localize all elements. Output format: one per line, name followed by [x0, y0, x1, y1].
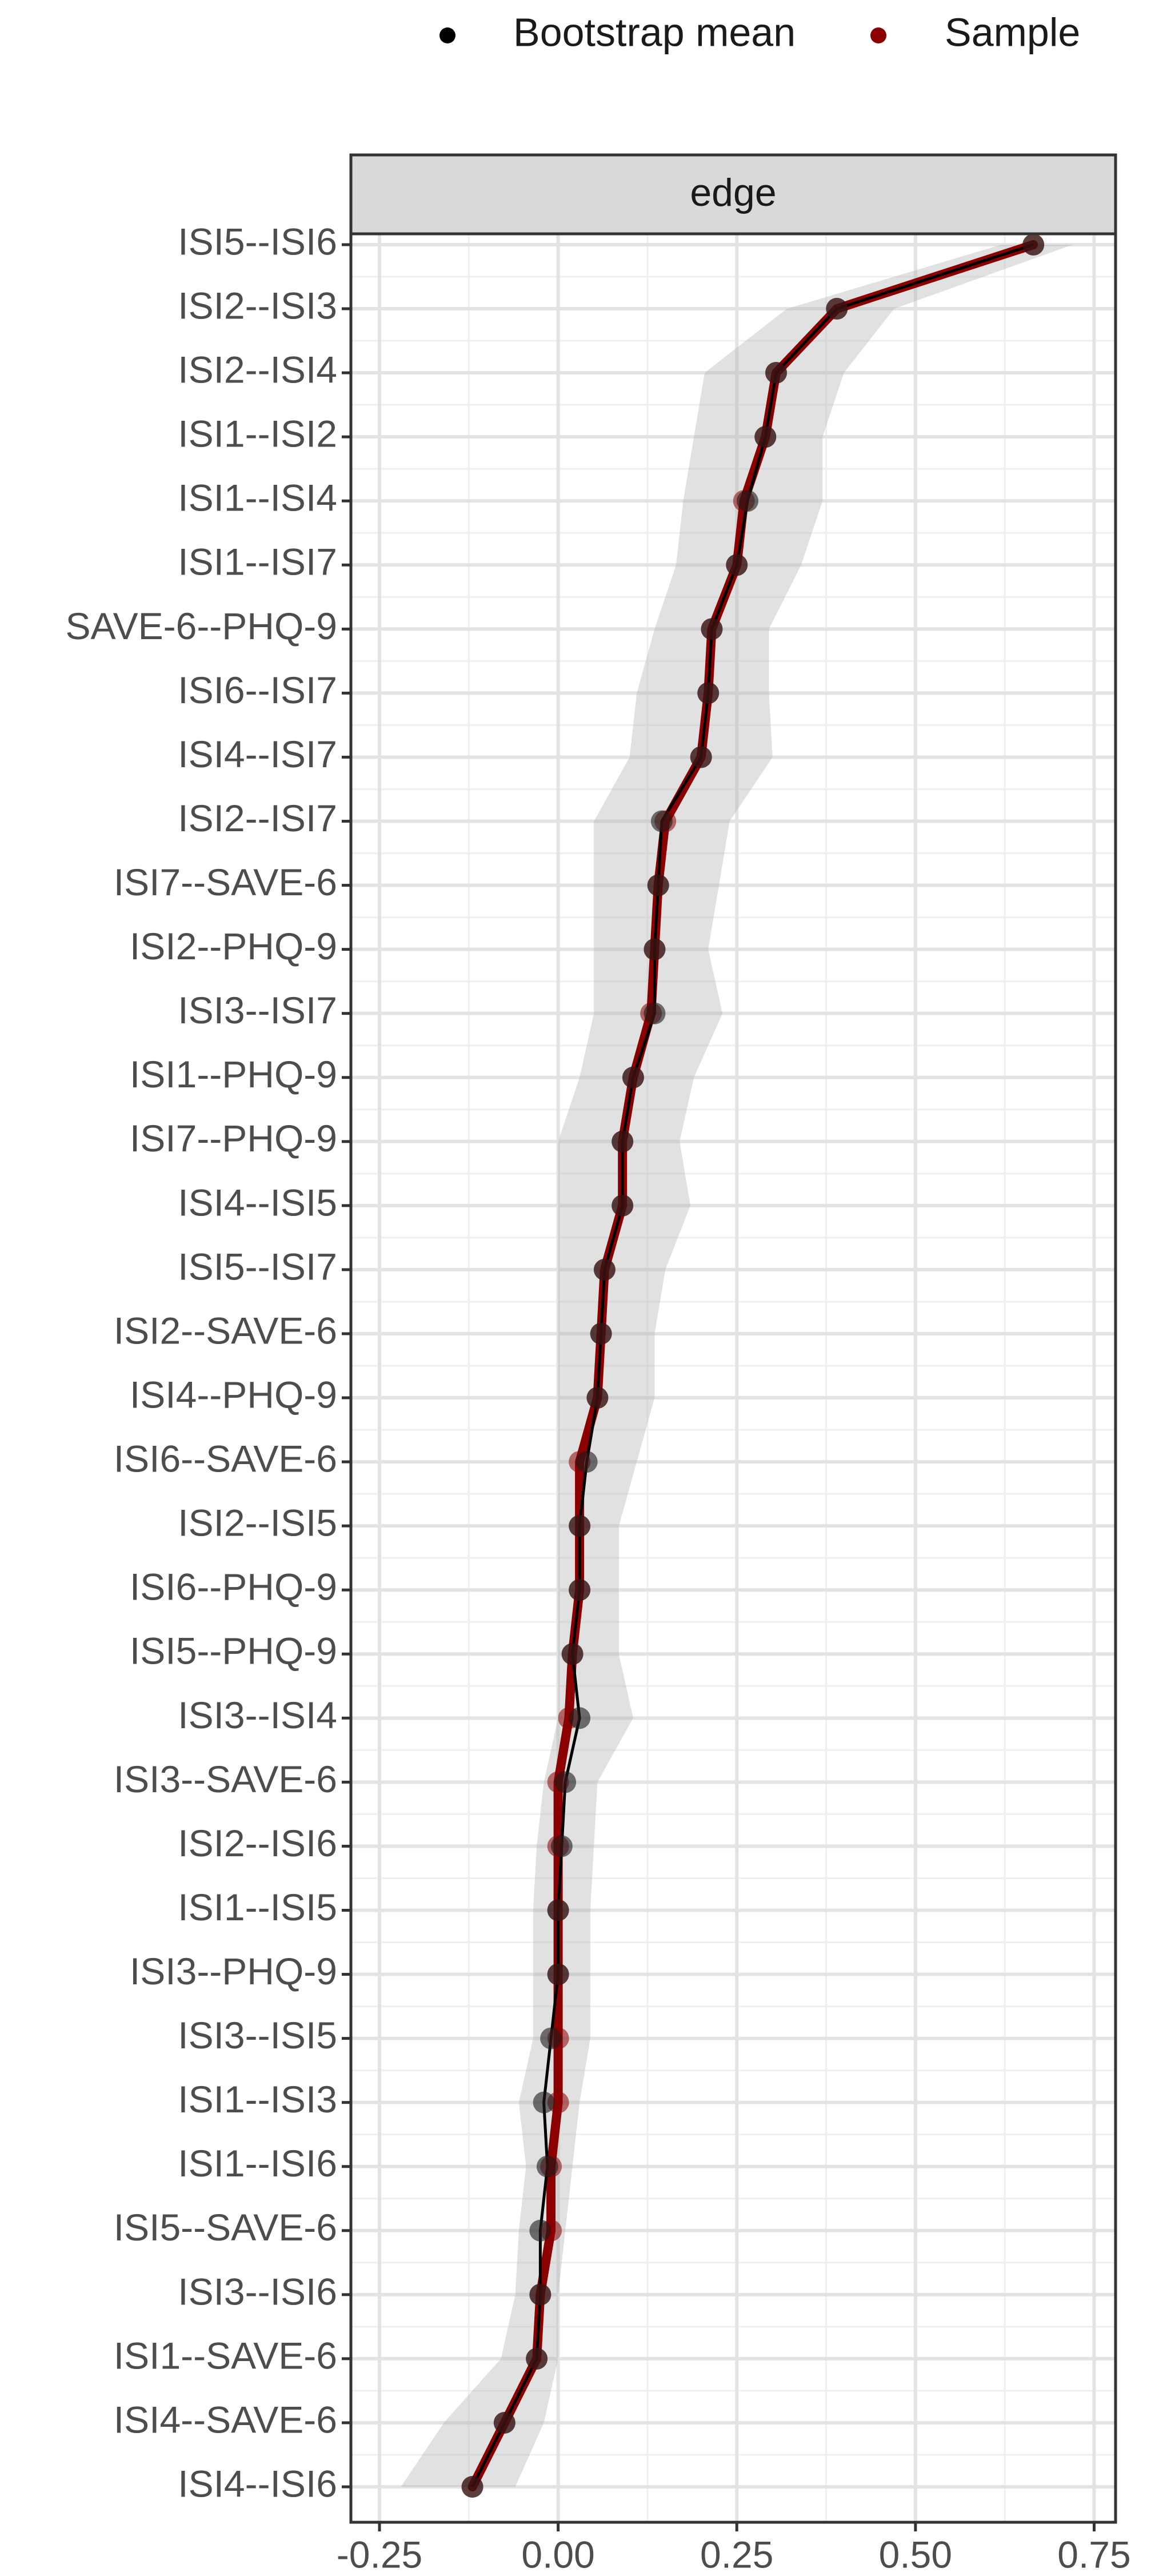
- point-bootstrap-mean: [737, 490, 759, 512]
- confidence-interval-ribbon: [401, 245, 1073, 2487]
- y-tick-label: ISI7--SAVE-6: [114, 861, 337, 903]
- facet-strip-label: edge: [690, 171, 776, 214]
- y-tick-label: ISI4--ISI7: [178, 733, 337, 775]
- point-bootstrap-mean: [561, 1643, 584, 1665]
- y-tick-label: ISI6--ISI7: [178, 669, 337, 711]
- y-tick-label: ISI1--SAVE-6: [114, 2334, 337, 2376]
- point-bootstrap-mean: [586, 1387, 609, 1409]
- x-tick-label: 0.75: [1057, 2533, 1130, 2575]
- point-bootstrap-mean: [575, 1451, 598, 1473]
- point-bootstrap-mean: [569, 1579, 591, 1601]
- x-tick-label: -0.25: [337, 2533, 422, 2575]
- y-tick-label: ISI6--SAVE-6: [114, 1438, 337, 1480]
- point-bootstrap-mean: [690, 746, 712, 768]
- plot-panel-border: [349, 232, 1117, 2524]
- y-axis: ISI5--ISI6 ISI2--ISI3 ISI2--ISI4 ISI1--ISI2…: [65, 220, 351, 2505]
- y-tick-label: SAVE-6--PHQ-9: [65, 605, 337, 647]
- point-bootstrap-mean: [826, 298, 848, 320]
- point-bootstrap-mean: [554, 1771, 577, 1793]
- point-bootstrap-mean: [754, 426, 777, 448]
- y-tick-label: ISI3--ISI5: [178, 2014, 337, 2056]
- y-tick-label: ISI4--PHQ-9: [130, 1373, 337, 1415]
- point-bootstrap-mean: [701, 618, 723, 640]
- legend-marker-bootstrap-mean: [439, 27, 455, 43]
- facet-strip-background: [349, 153, 1117, 236]
- x-tick-label: 0.50: [879, 2533, 952, 2575]
- point-bootstrap-mean: [644, 1002, 666, 1024]
- y-tick-label: ISI4--SAVE-6: [114, 2398, 337, 2441]
- point-bootstrap-mean: [533, 2091, 555, 2114]
- point-bootstrap-mean: [726, 554, 748, 576]
- point-bootstrap-mean: [593, 1258, 616, 1281]
- point-bootstrap-mean: [590, 1322, 612, 1345]
- y-tick-label: ISI2--ISI3: [178, 284, 337, 326]
- point-bootstrap-mean: [529, 2219, 551, 2242]
- y-tick-label: ISI6--PHQ-9: [130, 1566, 337, 1608]
- y-tick-label: ISI1--ISI6: [178, 2142, 337, 2184]
- point-bootstrap-mean: [765, 362, 788, 384]
- y-tick-label: ISI1--ISI3: [178, 2078, 337, 2120]
- y-tick-label: ISI2--ISI5: [178, 1502, 337, 1544]
- y-tick-label: ISI5--SAVE-6: [114, 2206, 337, 2248]
- point-bootstrap-mean: [529, 2283, 551, 2306]
- point-bootstrap-mean: [550, 1835, 573, 1857]
- point-bootstrap-mean: [650, 810, 673, 832]
- x-tick-label: 0.25: [700, 2533, 773, 2575]
- y-tick-label: ISI4--ISI6: [178, 2462, 337, 2505]
- point-bootstrap-mean: [461, 2476, 483, 2498]
- y-tick-label: ISI2--PHQ-9: [130, 925, 337, 967]
- y-tick-label: ISI2--ISI4: [178, 349, 337, 391]
- point-bootstrap-mean: [569, 1707, 591, 1729]
- point-bootstrap-mean: [644, 938, 666, 960]
- y-tick-label: ISI5--ISI6: [178, 220, 337, 262]
- point-bootstrap-mean: [1022, 234, 1045, 256]
- y-tick-label: ISI1--PHQ-9: [130, 1053, 337, 1095]
- series-point-layer: [461, 234, 1045, 2498]
- y-tick-label: ISI2--ISI7: [178, 797, 337, 839]
- point-bootstrap-mean: [697, 682, 720, 704]
- point-bootstrap-mean: [547, 1963, 569, 1985]
- legend-marker-sample: [870, 27, 886, 43]
- point-bootstrap-mean: [647, 874, 669, 896]
- plot-panel-background: [351, 234, 1116, 2522]
- point-bootstrap-mean: [536, 2155, 558, 2178]
- y-tick-label: ISI4--ISI5: [178, 1181, 337, 1223]
- y-tick-label: ISI3--SAVE-6: [114, 1758, 337, 1800]
- legend-label-sample: Sample: [945, 10, 1080, 54]
- legend: Bootstrap mean Sample: [439, 10, 1080, 54]
- point-bootstrap-mean: [493, 2411, 515, 2434]
- gridlines: [351, 234, 1116, 2522]
- point-bootstrap-mean: [569, 1515, 591, 1537]
- point-bootstrap-mean: [612, 1194, 634, 1217]
- facet-strip: edge: [349, 153, 1117, 236]
- ci-ribbon-layer: [401, 245, 1073, 2487]
- point-bootstrap-mean: [612, 1130, 634, 1153]
- y-tick-label: ISI2--ISI6: [178, 1822, 337, 1864]
- point-bootstrap-mean: [547, 1899, 569, 1921]
- y-tick-label: ISI1--ISI5: [178, 1886, 337, 1928]
- y-tick-label: ISI5--ISI7: [178, 1245, 337, 1287]
- legend-label-bootstrap-mean: Bootstrap mean: [513, 10, 796, 54]
- y-tick-label: ISI3--ISI4: [178, 1694, 337, 1736]
- y-tick-label: ISI1--ISI7: [178, 541, 337, 583]
- y-tick-label: ISI3--PHQ-9: [130, 1950, 337, 1992]
- point-bootstrap-mean: [540, 2027, 562, 2049]
- y-tick-label: ISI3--ISI7: [178, 989, 337, 1031]
- y-tick-label: ISI3--ISI6: [178, 2270, 337, 2312]
- y-tick-label: ISI5--PHQ-9: [130, 1630, 337, 1672]
- y-tick-label: ISI2--SAVE-6: [114, 1309, 337, 1351]
- point-bootstrap-mean: [622, 1066, 644, 1088]
- y-tick-label: ISI1--ISI2: [178, 413, 337, 455]
- x-tick-label: 0.00: [521, 2533, 594, 2575]
- y-tick-label: ISI7--PHQ-9: [130, 1117, 337, 1159]
- point-bootstrap-mean: [526, 2347, 548, 2370]
- x-axis: -0.25 0.00 0.25 0.50 0.75: [337, 2522, 1131, 2575]
- y-tick-label: ISI1--ISI4: [178, 477, 337, 519]
